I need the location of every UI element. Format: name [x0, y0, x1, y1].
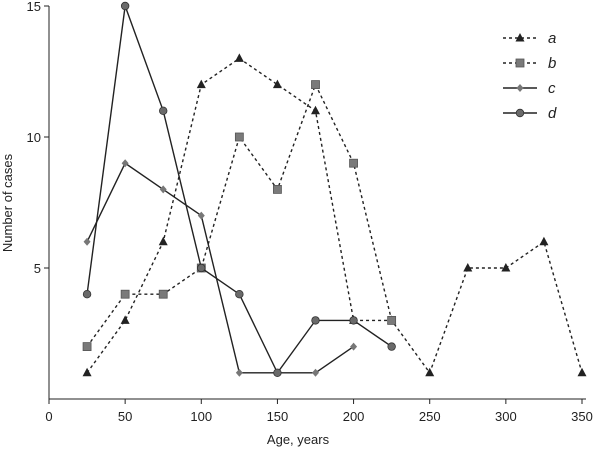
data-point-d	[387, 342, 396, 351]
x-tick-label: 100	[190, 409, 212, 424]
data-point-a	[120, 315, 130, 324]
y-axis-label: Number of cases	[0, 153, 15, 252]
data-point-a	[158, 236, 168, 246]
series-layer	[82, 1, 587, 377]
series-a	[82, 53, 587, 377]
data-point-d	[349, 316, 358, 325]
data-point-b	[349, 158, 358, 168]
legend-label: d	[548, 105, 557, 122]
series-b	[82, 80, 397, 352]
data-point-d	[311, 316, 320, 325]
legend-marker	[515, 108, 525, 118]
data-point-d	[120, 1, 130, 11]
data-point-c	[121, 159, 129, 168]
data-point-a	[577, 367, 587, 377]
data-point-a	[311, 105, 320, 115]
data-point-c	[83, 237, 91, 246]
series-line-c	[86, 162, 354, 374]
series-line-b	[86, 82, 393, 348]
x-tick-label: 350	[571, 409, 593, 424]
y-tick-label: 10	[27, 130, 41, 145]
data-point-c	[235, 368, 243, 377]
data-point-b	[120, 289, 130, 299]
x-axis-label: Age, years	[267, 432, 330, 447]
series-d	[82, 1, 396, 377]
y-tick-label: 15	[27, 0, 41, 14]
data-point-b	[82, 342, 92, 352]
x-tick-label: 150	[267, 409, 289, 424]
legend-label: c	[548, 80, 556, 97]
data-point-b	[234, 132, 244, 142]
data-point-c	[350, 342, 358, 351]
data-point-a	[196, 79, 206, 89]
data-point-d	[235, 290, 244, 299]
x-tick-label: 0	[45, 409, 52, 424]
legend-label: b	[548, 55, 556, 72]
legend-item-a: a	[503, 30, 556, 47]
data-point-d	[273, 368, 282, 377]
data-point-a	[425, 367, 435, 377]
legend-marker	[516, 84, 524, 92]
data-point-b	[387, 315, 397, 325]
series-line-a	[86, 57, 583, 375]
x-tick-label: 200	[343, 409, 365, 424]
data-point-a	[234, 53, 244, 62]
legend-marker	[515, 58, 525, 68]
data-point-a	[501, 263, 511, 272]
data-point-a	[272, 79, 282, 89]
x-tick-label: 50	[118, 409, 132, 424]
axes: 0 50 100 150 200 250 300 350 5 10 15	[27, 0, 593, 424]
data-point-a	[539, 236, 549, 246]
data-point-a	[82, 367, 92, 377]
legend-marker	[515, 33, 525, 42]
x-tick-label: 250	[419, 409, 441, 424]
data-point-d	[197, 263, 206, 273]
legend-label: a	[548, 30, 556, 47]
data-point-c	[197, 211, 205, 220]
data-point-a	[463, 263, 473, 272]
data-point-b	[311, 80, 320, 89]
legend-item-b: b	[503, 55, 556, 72]
series-c	[83, 159, 358, 377]
legend-item-c: c	[503, 80, 556, 97]
x-tick-label: 300	[495, 409, 517, 424]
legend-item-d: d	[503, 105, 557, 122]
data-point-d	[82, 290, 92, 299]
y-tick-label: 5	[34, 261, 41, 276]
data-point-d	[159, 106, 168, 115]
data-point-b	[273, 184, 282, 194]
data-point-c	[159, 185, 167, 194]
data-point-c	[312, 368, 319, 377]
data-point-b	[158, 289, 168, 299]
